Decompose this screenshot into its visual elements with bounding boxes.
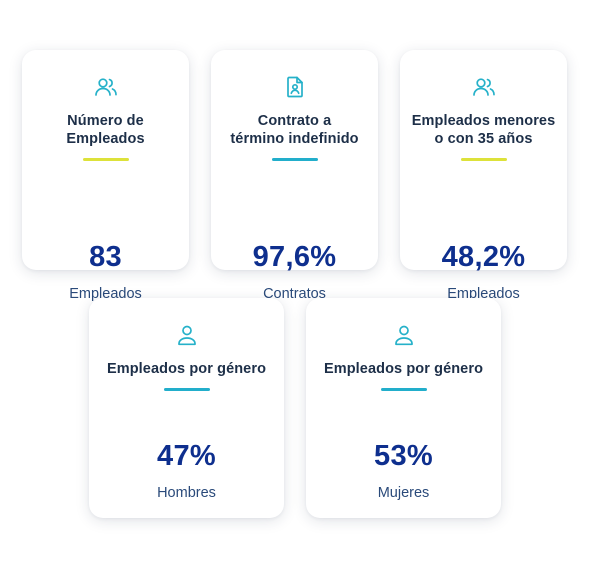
users-icon [472, 78, 495, 96]
card-value: 97,6% [252, 241, 337, 273]
gender-women-card: Empleados por género 53% Mujeres [306, 298, 501, 518]
document-person-icon [286, 76, 303, 98]
title-underline [271, 158, 318, 161]
card-value: 53% [374, 440, 433, 472]
card-value: 83 [89, 241, 122, 273]
card-unit: Mujeres [377, 485, 430, 501]
user-icon [177, 325, 196, 346]
card-unit: Hombres [157, 485, 216, 501]
title-underline [163, 388, 210, 391]
card-title: Empleados menores o con 35 años [411, 113, 556, 147]
title-underline [460, 158, 507, 161]
users-icon [94, 78, 117, 96]
card-title: Número de Empleados [66, 113, 145, 147]
card-title: Empleados por género [106, 361, 267, 377]
title-underline [82, 158, 129, 161]
indefinite-contract-card: Contrato a término indefinido 97,6% Cont… [211, 50, 378, 302]
user-icon [394, 325, 413, 346]
card-title: Empleados por género [323, 361, 484, 377]
young-employees-card: Empleados menores o con 35 años 48,2% Em… [400, 50, 567, 302]
card-title: Contrato a término indefinido [230, 113, 359, 147]
title-underline [380, 388, 427, 391]
card-value: 47% [157, 440, 216, 472]
card-value: 48,2% [441, 241, 526, 273]
card-unit: Contratos [263, 286, 326, 302]
gender-men-card: Empleados por género 47% Hombres [89, 298, 284, 518]
employee-count-card: Número de Empleados 83 Empleados [22, 50, 189, 302]
